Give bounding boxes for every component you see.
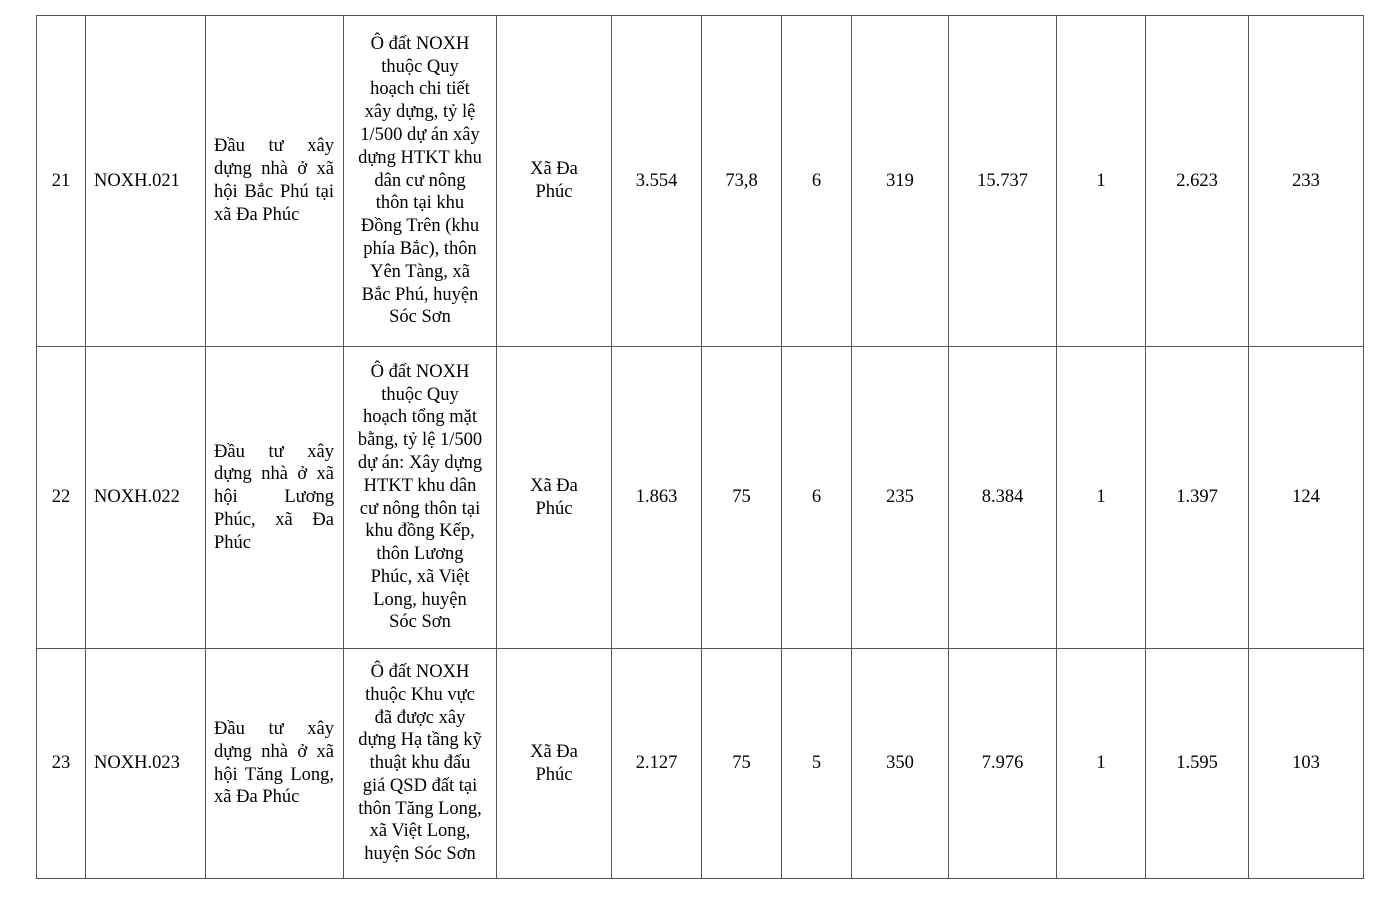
cell-code: NOXH.023: [85, 648, 206, 879]
cell-commune: Xã Đa Phúc: [496, 15, 612, 347]
cell-area: 2.127: [611, 648, 702, 879]
cell-c13: 103: [1248, 648, 1364, 879]
cell-c8: 6: [781, 15, 852, 347]
cell-location: Ô đất NOXH thuộc Khu vực đã được xây dựn…: [343, 648, 497, 879]
cell-project-name: Đầu tư xây dựng nhà ở xã hội Tăng Long, …: [205, 648, 344, 879]
cell-project-name: Đầu tư xây dựng nhà ở xã hội Bắc Phú tại…: [205, 15, 344, 347]
cell-c9: 350: [851, 648, 949, 879]
cell-code: NOXH.022: [85, 346, 206, 649]
cell-c10: 7.976: [948, 648, 1057, 879]
cell-stt: 21: [36, 15, 86, 347]
cell-commune: Xã Đa Phúc: [496, 346, 612, 649]
table-row: 21 NOXH.021 Đầu tư xây dựng nhà ở xã hội…: [36, 15, 1364, 347]
table-row: 23 NOXH.023 Đầu tư xây dựng nhà ở xã hội…: [36, 648, 1364, 879]
cell-c7: 73,8: [701, 15, 782, 347]
cell-stt: 23: [36, 648, 86, 879]
cell-stt: 22: [36, 346, 86, 649]
cell-c8: 5: [781, 648, 852, 879]
cell-c13: 233: [1248, 15, 1364, 347]
cell-project-name: Đầu tư xây dựng nhà ở xã hội Lương Phúc,…: [205, 346, 344, 649]
cell-code: NOXH.021: [85, 15, 206, 347]
cell-area: 1.863: [611, 346, 702, 649]
cell-c11: 1: [1056, 15, 1146, 347]
cell-c13: 124: [1248, 346, 1364, 649]
cell-c11: 1: [1056, 648, 1146, 879]
cell-c10: 15.737: [948, 15, 1057, 347]
cell-c9: 319: [851, 15, 949, 347]
cell-c11: 1: [1056, 346, 1146, 649]
cell-c12: 2.623: [1145, 15, 1249, 347]
cell-c7: 75: [701, 648, 782, 879]
cell-location: Ô đất NOXH thuộc Quy hoạch tổng mặt bằng…: [343, 346, 497, 649]
housing-projects-table: 21 NOXH.021 Đầu tư xây dựng nhà ở xã hội…: [36, 15, 1364, 879]
cell-c12: 1.595: [1145, 648, 1249, 879]
table-row: 22 NOXH.022 Đầu tư xây dựng nhà ở xã hội…: [36, 346, 1364, 649]
cell-c7: 75: [701, 346, 782, 649]
cell-c8: 6: [781, 346, 852, 649]
cell-c10: 8.384: [948, 346, 1057, 649]
cell-commune: Xã Đa Phúc: [496, 648, 612, 879]
cell-area: 3.554: [611, 15, 702, 347]
cell-c12: 1.397: [1145, 346, 1249, 649]
cell-location: Ô đất NOXH thuộc Quy hoạch chi tiết xây …: [343, 15, 497, 347]
cell-c9: 235: [851, 346, 949, 649]
